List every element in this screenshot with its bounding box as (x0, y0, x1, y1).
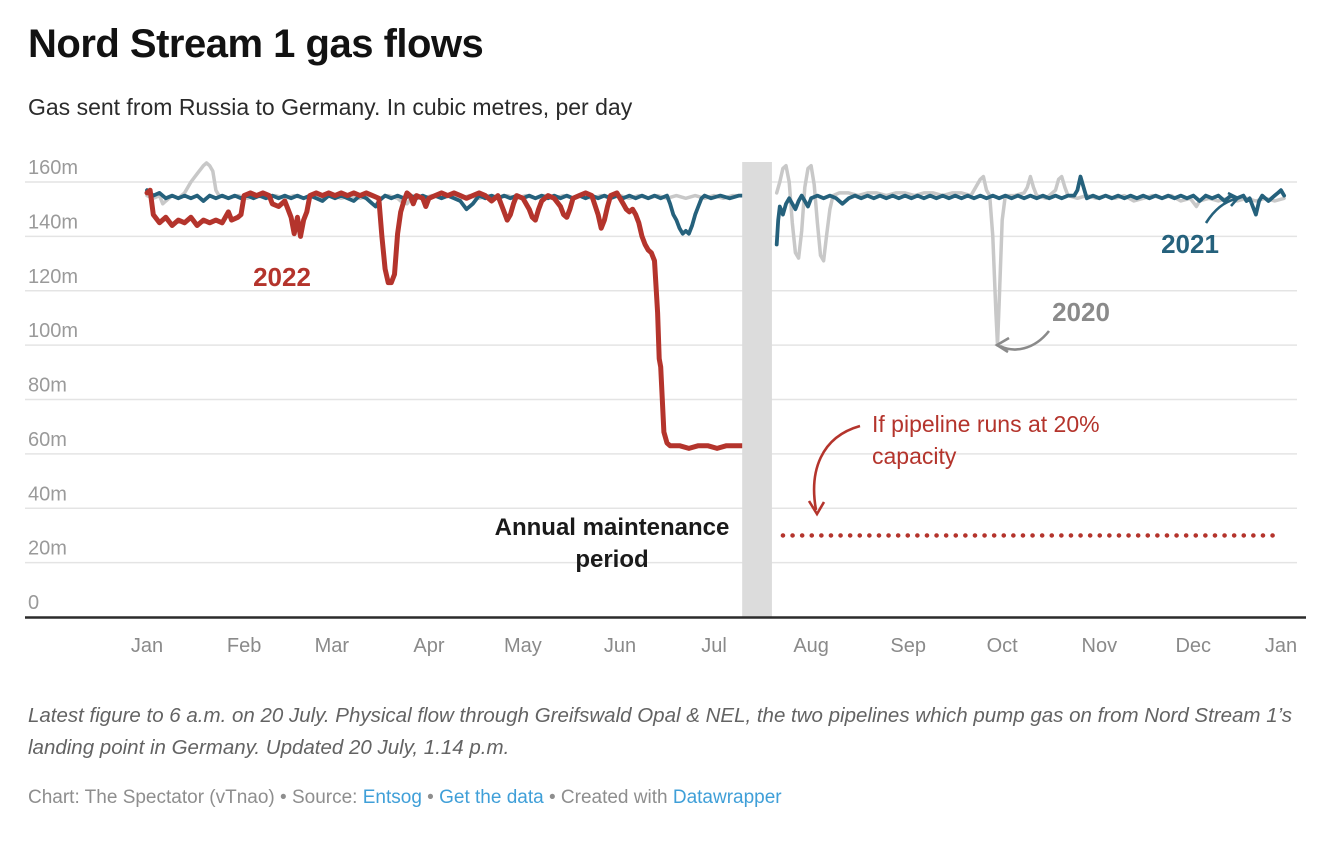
y-tick-label: 20m (28, 538, 67, 560)
x-tick-label: Jan (1265, 635, 1297, 657)
series-line-2021 (774, 174, 1286, 247)
chart-notes: Latest figure to 6 a.m. on 20 July. Phys… (28, 704, 1293, 760)
arrow-2021-icon (1204, 197, 1237, 224)
x-tick-label: Jun (604, 635, 636, 657)
maintenance-band (742, 162, 772, 617)
maintenance-label: Annual maintenance (495, 514, 730, 541)
credit-link-entsog[interactable]: Entsog (362, 787, 422, 808)
credit-text-created-with: • Created with (543, 787, 673, 808)
x-tick-label: Sep (890, 635, 926, 657)
threshold-label: If pipeline runs at 20% (872, 411, 1100, 437)
label-2022: 2022 (253, 262, 311, 292)
arrow-threshold-icon-head (807, 500, 826, 517)
arrow-2020-icon (999, 330, 1051, 351)
x-tick-label: Oct (987, 635, 1019, 657)
x-tick-label: Mar (315, 635, 350, 657)
x-tick-label: Nov (1082, 635, 1118, 657)
chart-subtitle: Gas sent from Russia to Germany. In cubi… (28, 94, 633, 120)
y-tick-label: 80m (28, 375, 67, 397)
chart-canvas: 160m 140m 120m 100m 80m 60m 40m 20m 0 Jan Feb Mar Ap… (25, 157, 1306, 657)
credit-link-get-the-data[interactable]: Get the data (439, 787, 544, 808)
x-tick-label: May (504, 635, 542, 657)
threshold-label: capacity (872, 443, 957, 469)
series-line-2021 (145, 188, 745, 236)
y-tick-label: 120m (28, 266, 78, 288)
y-tick-label: 0 (28, 592, 39, 614)
credit-link-datawrapper[interactable]: Datawrapper (672, 787, 782, 808)
x-tick-label: Dec (1175, 635, 1211, 657)
credit-separator: • (421, 787, 440, 808)
y-tick-label: 160m (28, 157, 78, 179)
credit-text: Chart: The Spectator (vTnao) • Source: (28, 787, 363, 808)
x-tick-label: Jan (131, 635, 163, 657)
x-tick-label: Jul (701, 635, 727, 657)
maintenance-label: period (575, 546, 648, 573)
series-line-2020 (145, 161, 744, 206)
x-tick-label: Apr (413, 635, 444, 657)
y-tick-label: 40m (28, 483, 67, 505)
page-title: Nord Stream 1 gas flows (28, 22, 484, 66)
x-tick-label: Feb (227, 635, 261, 657)
label-2021: 2021 (1161, 229, 1219, 259)
arrow-2021-icon-head (1227, 191, 1241, 207)
x-tick-label: Aug (793, 635, 829, 657)
chart-credit: Chart: The Spectator (vTnao) • Source: E… (28, 787, 782, 809)
series-line-2022 (144, 187, 745, 451)
y-tick-label: 100m (28, 320, 78, 342)
arrow-2020-icon-head (994, 336, 1010, 354)
label-2020: 2020 (1052, 297, 1110, 327)
y-tick-label: 140m (28, 211, 78, 233)
arrow-threshold-icon (812, 424, 861, 511)
y-tick-label: 60m (28, 429, 67, 451)
